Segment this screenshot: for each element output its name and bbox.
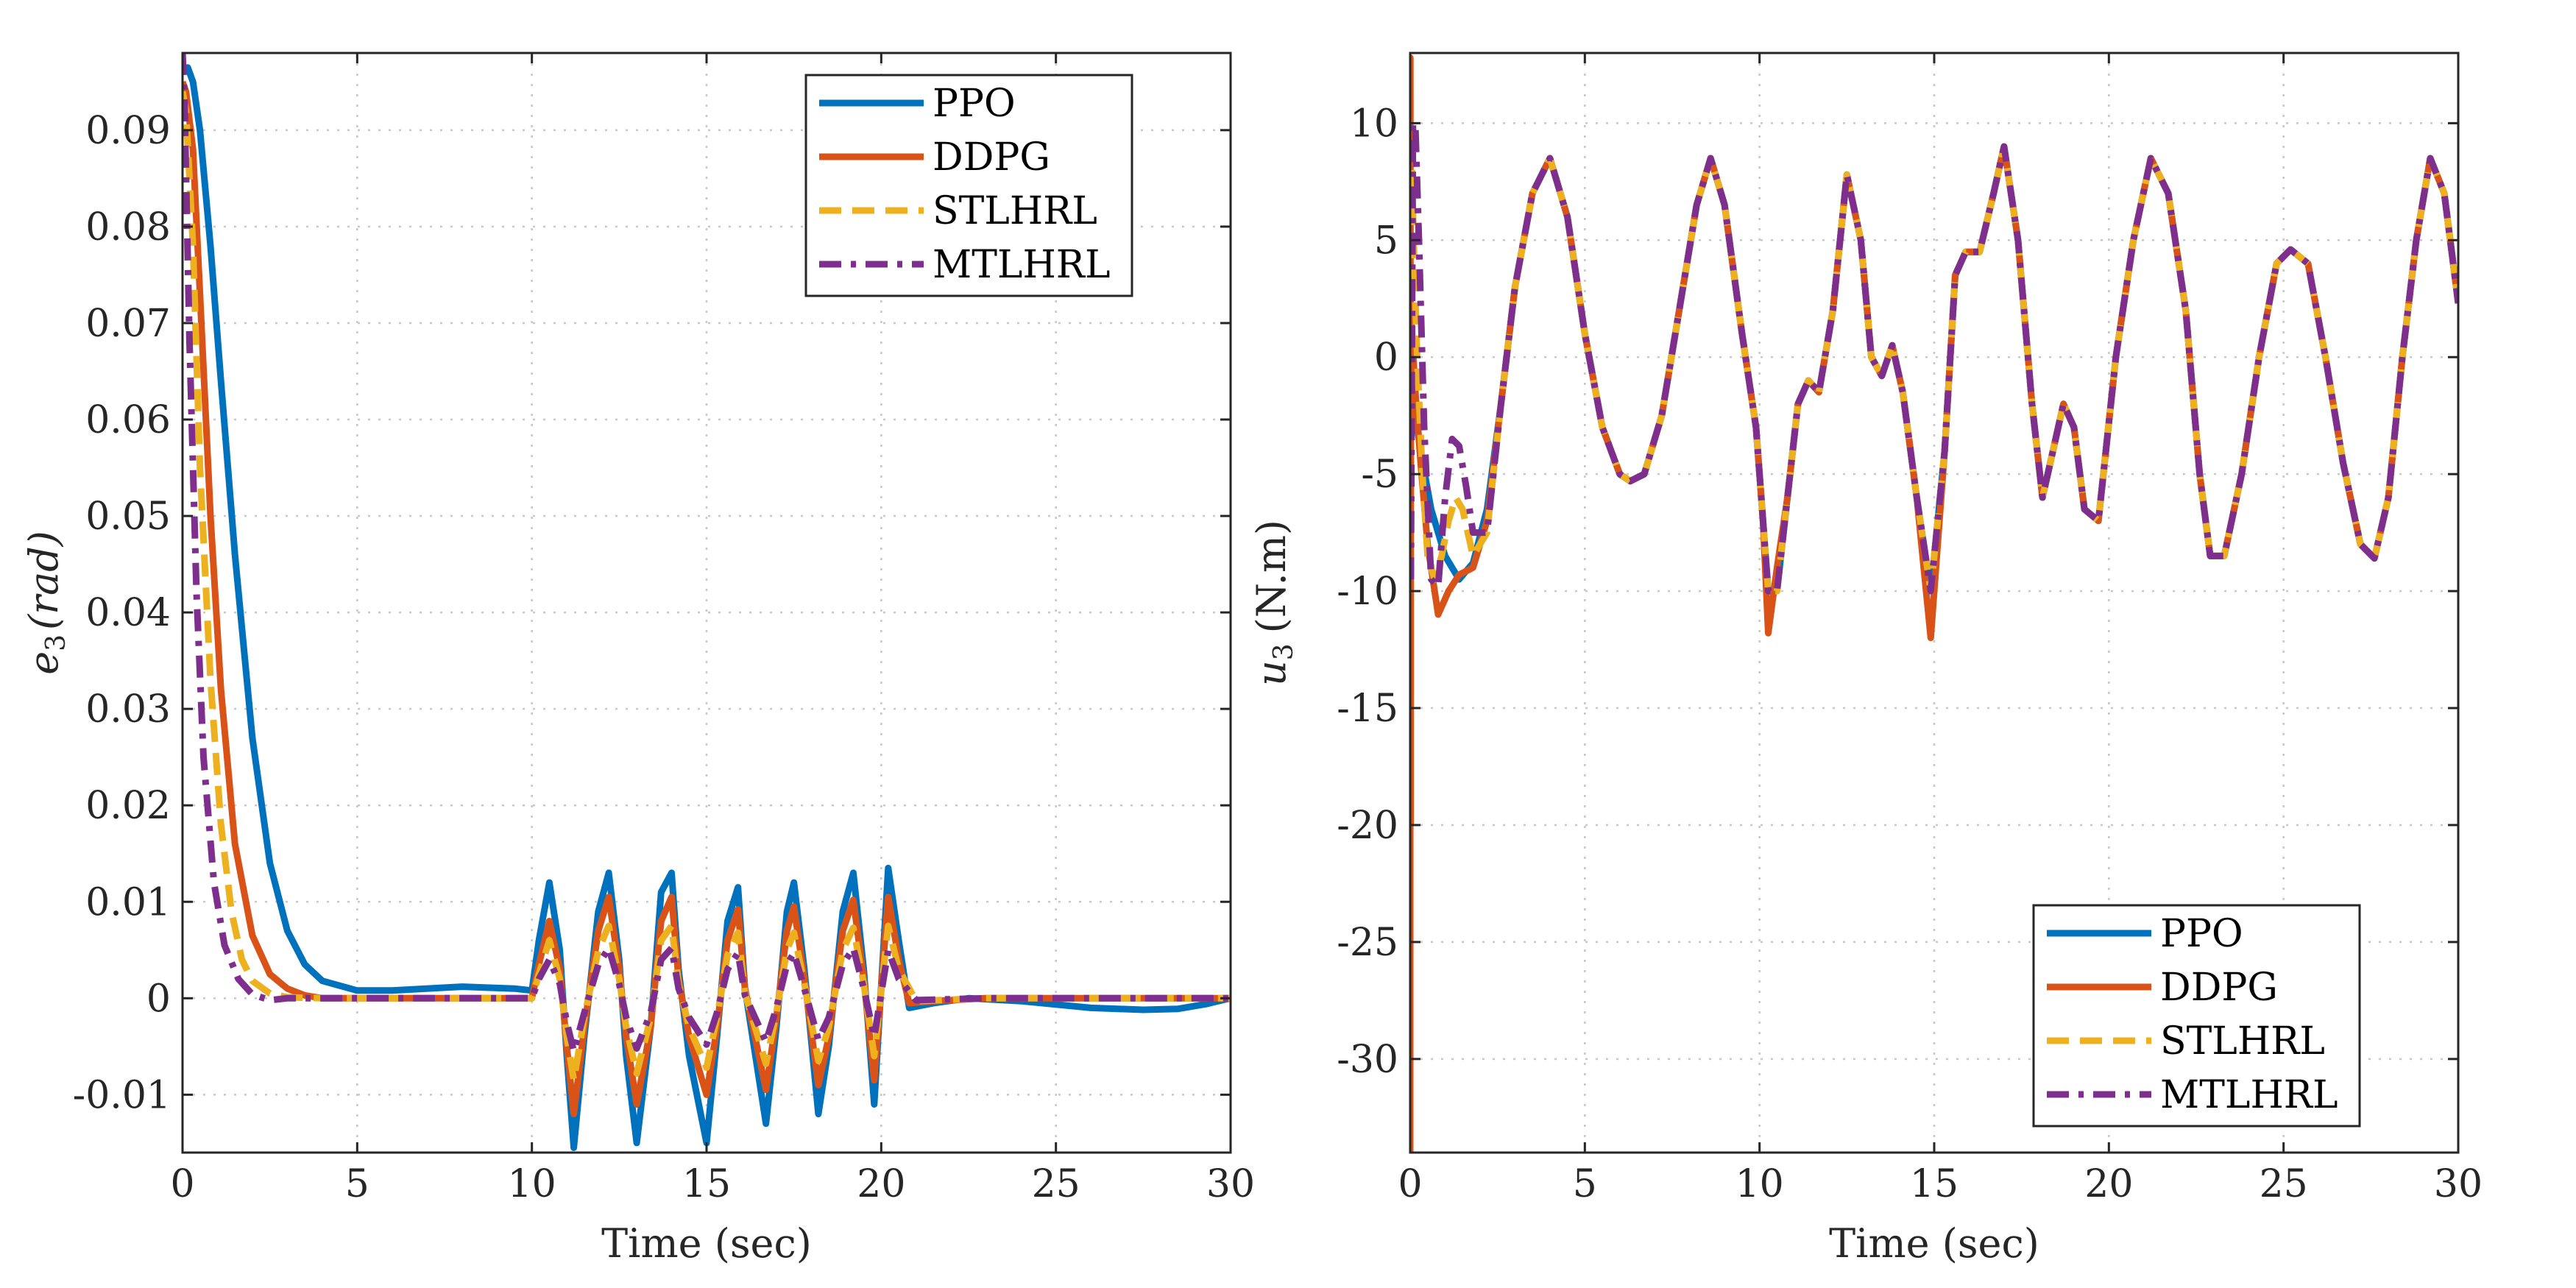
y-tick-label: 0 [1374,336,1398,380]
x-tick-label: 25 [2260,1162,2308,1206]
y-axis-unit: (N.m) [1248,520,1295,633]
y-tick-label: -20 [1337,804,1398,848]
chart-tracking-error: 0 5 10 15 20 25 30 -0.01 0 0.01 0.02 0.03 0.04 0.05 0.… [21,52,1255,1267]
y-tick-label: 0.05 [85,495,171,539]
y-tick-label: 0.08 [85,205,171,250]
x-axis-title: Time (sec) [1829,1220,2039,1267]
ticks: 0 5 10 15 20 25 30 -30 -25 -20 -15 -10 -5 0 5 10 [1337,53,2483,1206]
x-tick-label: 15 [682,1162,731,1206]
legend-label-stlhrl: STLHRL [2160,1019,2325,1064]
y-tick-label: -5 [1361,453,1398,497]
legend-box [2032,904,2361,1128]
legend: PPO DDPG STLHRL MTLHRL [2032,904,2361,1128]
y-tick-label: 0.07 [85,302,171,346]
legend-label-mtlhrl: MTLHRL [2160,1073,2338,1117]
chart-control-input: 0 5 10 15 20 25 30 -30 -25 -20 -15 -10 -5 0 5 10 Time (… [1248,52,2483,1267]
x-tick-label: 10 [508,1162,556,1206]
y-axis-title: e3 (rad) [21,531,71,675]
x-tick-label: 15 [1910,1162,1958,1206]
series-layer [1410,54,2458,1153]
y-tick-label: 10 [1350,102,1398,146]
y-tick-label: -0.01 [73,1073,171,1117]
y-axis-subscript: 3 [41,634,71,651]
series-line-mtlhrl [183,53,1231,1055]
legend-label-ppo: PPO [2160,912,2243,956]
y-tick-label: -15 [1337,687,1398,731]
y-axis-unit: (rad) [21,531,67,630]
x-tick-label: 0 [1398,1162,1422,1206]
y-axis-symbol: u [1248,660,1295,686]
x-tick-label: 10 [1735,1162,1784,1206]
y-tick-label: 5 [1374,219,1398,263]
y-axis-subscript: 3 [1269,643,1299,660]
y-tick-label: 0 [146,977,171,1021]
legend-label-ppo: PPO [933,82,1016,126]
y-axis-symbol: e [21,651,67,675]
y-tick-label: -25 [1337,921,1398,965]
series-line-ddpg [183,80,1231,1118]
y-tick-label: 0.03 [85,687,171,732]
y-tick-label: 0.04 [85,591,171,635]
x-axis-title: Time (sec) [601,1220,812,1267]
series-line-ppo [183,64,1231,1151]
legend-label-ddpg: DDPG [933,135,1050,180]
series-layer [183,53,1231,1151]
legend-label-mtlhrl: MTLHRL [933,243,1111,287]
series-line-mtlhrl [1410,119,2458,595]
x-tick-label: 5 [1573,1162,1597,1206]
y-tick-label: -10 [1337,570,1398,614]
series-line-stlhrl [183,91,1231,1084]
y-axis-title: u3 (N.m) [1248,520,1299,686]
legend-label-stlhrl: STLHRL [933,189,1097,233]
x-tick-label: 0 [170,1162,194,1206]
legend: PPO DDPG STLHRL MTLHRL [804,74,1133,297]
y-tick-label: 0.06 [85,398,171,442]
x-tick-label: 5 [345,1162,369,1206]
x-tick-label: 30 [2434,1162,2483,1206]
y-tick-label: 0.09 [85,109,171,153]
x-tick-label: 25 [1032,1162,1080,1206]
x-tick-label: 30 [1206,1162,1255,1206]
y-tick-label: 0.02 [85,784,171,828]
x-tick-label: 20 [857,1162,905,1206]
legend-box [804,74,1133,297]
y-tick-label: 0.01 [85,880,171,924]
ticks: 0 5 10 15 20 25 30 -0.01 0 0.01 0.02 0.03 0.04 0.05 0.… [73,53,1255,1206]
y-tick-label: -30 [1337,1038,1398,1082]
x-tick-label: 20 [2084,1162,2133,1206]
legend-label-ddpg: DDPG [2160,966,2278,1010]
